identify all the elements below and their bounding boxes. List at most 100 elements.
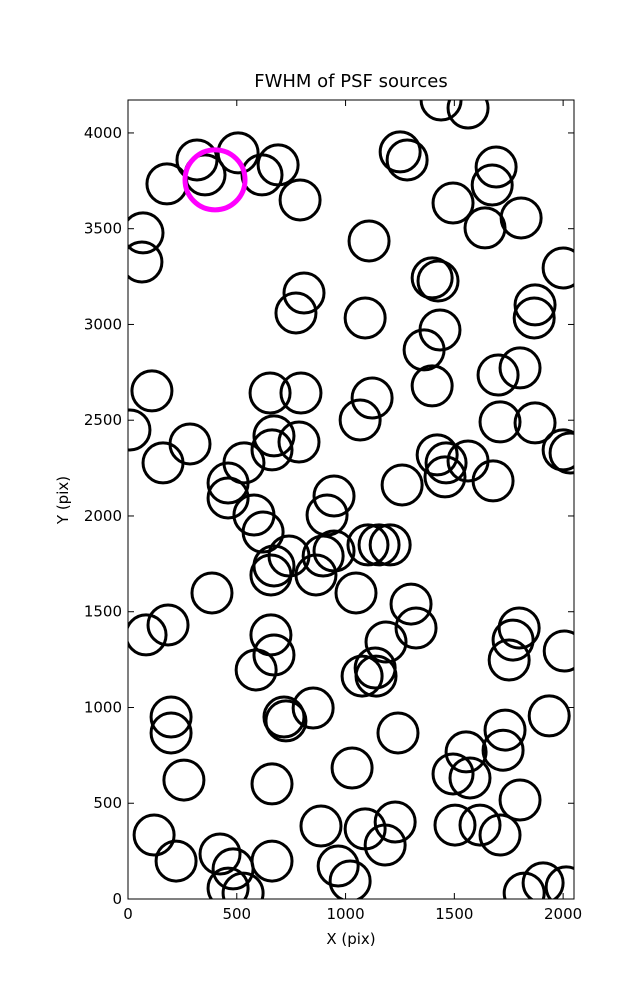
source-marker — [128, 613, 168, 657]
source-marker — [385, 138, 429, 182]
source-marker — [250, 839, 294, 883]
source-marker — [416, 259, 460, 303]
source-marker — [347, 219, 391, 263]
source-marker — [497, 606, 541, 650]
source-marker — [282, 271, 326, 315]
source-marker — [513, 283, 557, 327]
source-marker — [471, 459, 515, 503]
source-marker — [389, 582, 433, 626]
source-marker — [206, 476, 250, 520]
source-marker — [354, 654, 398, 698]
source-marker — [446, 100, 490, 130]
source-marker — [146, 603, 190, 647]
source-marker — [431, 181, 475, 225]
source-marker — [513, 401, 557, 445]
source-marker — [149, 695, 193, 739]
source-marker — [364, 620, 408, 664]
source-marker — [252, 633, 296, 677]
source-marker — [402, 328, 446, 372]
y-tick-label: 4000 — [84, 124, 122, 142]
chart-title: FWHM of PSF sources — [254, 71, 448, 92]
source-marker — [541, 428, 574, 472]
source-marker — [162, 758, 206, 802]
source-marker — [234, 648, 278, 692]
source-marker — [544, 865, 574, 899]
source-marker — [198, 832, 242, 876]
source-marker — [378, 130, 422, 174]
source-marker — [433, 803, 477, 847]
source-marker — [330, 746, 374, 790]
source-marker — [499, 196, 543, 240]
source-marker — [338, 398, 382, 442]
x-tick-label: 2000 — [544, 905, 582, 923]
source-marker — [132, 813, 176, 857]
source-marker — [274, 291, 318, 335]
source-marker — [279, 371, 323, 415]
source-marker — [277, 420, 321, 464]
y-tick-label: 2000 — [84, 507, 122, 525]
x-axis-label: X (pix) — [326, 930, 375, 948]
source-marker — [548, 431, 574, 475]
source-marker — [444, 730, 488, 774]
source-marker — [149, 711, 193, 755]
source-marker — [130, 369, 174, 413]
source-marker — [294, 553, 338, 597]
source-marker — [415, 433, 459, 477]
source-marker — [410, 364, 454, 408]
source-marker — [394, 606, 438, 650]
source-marker — [128, 240, 164, 284]
source-marker — [357, 523, 401, 567]
source-marker — [301, 534, 345, 578]
source-marker — [250, 428, 294, 472]
x-tick-label: 500 — [222, 905, 251, 923]
source-marker — [476, 353, 520, 397]
source-marker — [346, 523, 390, 567]
source-marker — [478, 400, 522, 444]
source-marker — [376, 711, 420, 755]
source-marker — [431, 752, 475, 796]
source-marker — [363, 823, 407, 867]
y-tick-label: 3000 — [84, 315, 122, 333]
source-marker — [448, 756, 492, 800]
source-marker — [312, 474, 356, 518]
source-marker — [264, 699, 308, 743]
source-marker — [334, 571, 378, 615]
source-marker — [221, 871, 265, 899]
source-marker — [419, 100, 463, 122]
source-marker — [249, 553, 293, 597]
source-marker — [470, 163, 514, 207]
source-marker — [340, 654, 384, 698]
source-marker — [373, 800, 417, 844]
source-marker — [291, 686, 335, 730]
source-marker — [483, 708, 527, 752]
source-marker — [128, 211, 165, 255]
source-marker — [423, 455, 467, 499]
y-tick-label: 0 — [112, 890, 122, 908]
source-marker — [498, 346, 542, 390]
source-marker — [252, 414, 296, 458]
source-marker — [498, 778, 542, 822]
source-marker — [343, 296, 387, 340]
source-marker — [542, 629, 574, 673]
source-marker — [512, 296, 556, 340]
source-marker — [474, 145, 518, 189]
source-marker — [380, 463, 424, 507]
x-tick-label: 1000 — [326, 905, 364, 923]
source-marker — [478, 813, 522, 857]
y-tick-label: 500 — [93, 794, 122, 812]
y-tick-label: 2500 — [84, 411, 122, 429]
source-marker — [487, 638, 531, 682]
source-marker — [521, 861, 565, 899]
source-marker — [240, 153, 284, 197]
source-marker — [458, 803, 502, 847]
source-marker — [248, 371, 292, 415]
source-marker — [527, 694, 571, 738]
source-marker — [299, 804, 343, 848]
source-marker — [206, 461, 250, 505]
source-marker — [190, 571, 234, 615]
x-tick-label: 0 — [123, 905, 133, 923]
source-marker — [316, 844, 360, 888]
y-axis-label: Y (pix) — [54, 476, 72, 525]
